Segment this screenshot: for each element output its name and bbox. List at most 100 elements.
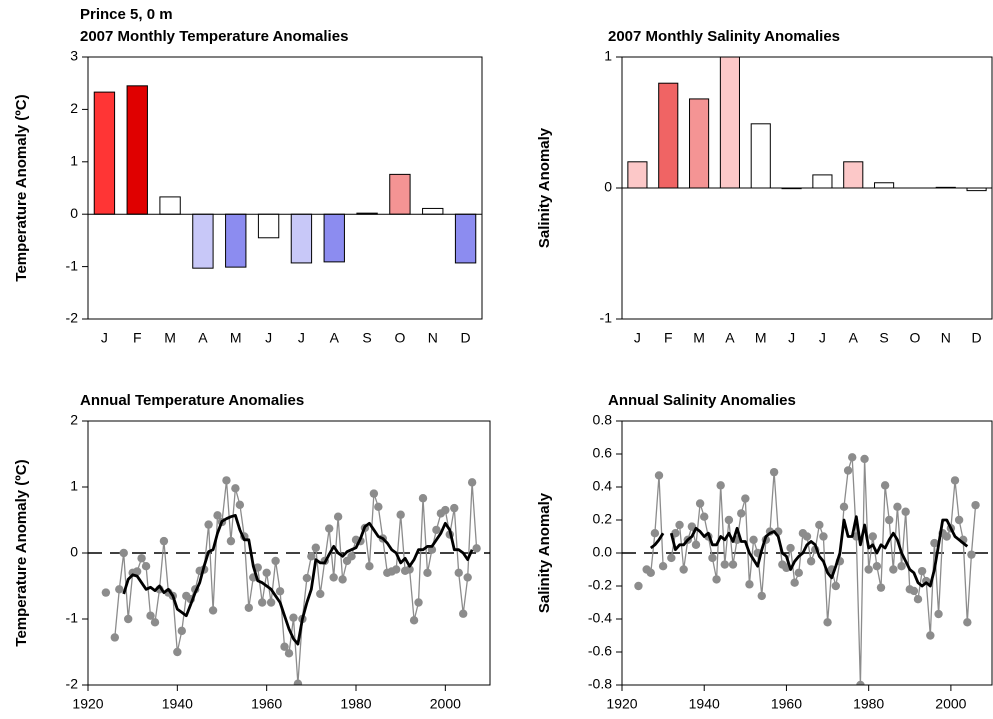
y-tick-label: 1	[604, 48, 612, 64]
y-tick-label: -0.6	[588, 643, 612, 659]
plot-frame	[621, 420, 993, 686]
panel: Annual Salinity Anomalies Salinity Anomal…	[536, 392, 993, 712]
data-point	[333, 512, 343, 521]
data-point	[231, 484, 240, 493]
data-point	[880, 481, 890, 490]
bar	[719, 57, 740, 189]
plot-frame	[87, 56, 483, 320]
x-tick-label: J	[788, 330, 795, 346]
data-point	[658, 562, 668, 571]
x-tick-label: 2000	[430, 696, 461, 712]
chart-title: 2007 Monthly Temperature Anomalies	[80, 28, 348, 45]
bar	[627, 161, 648, 189]
data-point	[831, 581, 840, 591]
data-point	[708, 553, 717, 563]
running-mean-line	[122, 514, 474, 646]
y-tick-label: 0	[70, 544, 78, 560]
x-tick-label: N	[428, 330, 438, 346]
y-tick-label: 1	[70, 478, 78, 494]
x-tick-label: 1920	[72, 696, 103, 712]
data-point	[741, 494, 750, 503]
y-tick-label: 0.4	[593, 478, 613, 494]
y-tick-label: 0	[70, 205, 78, 221]
chart-title: Annual Temperature Anomalies	[80, 392, 304, 409]
y-tick-label: 2	[70, 100, 78, 116]
data-point	[392, 565, 401, 574]
bar	[812, 174, 833, 189]
data-point	[901, 507, 910, 516]
x-tick-label: S	[879, 330, 888, 346]
data-point	[917, 566, 927, 576]
data-point	[954, 515, 964, 525]
x-tick-label: D	[972, 330, 982, 346]
x-tick-label: F	[664, 330, 673, 346]
data-point	[208, 606, 218, 615]
data-point	[848, 453, 857, 462]
bar	[750, 123, 771, 189]
data-point	[338, 575, 347, 584]
data-point	[307, 552, 316, 561]
data-point	[967, 550, 976, 559]
data-point	[794, 568, 803, 577]
data-point	[293, 679, 303, 685]
chart-title: Annual Salinity Anomalies	[608, 392, 796, 409]
data-point	[284, 649, 294, 658]
data-point	[806, 557, 816, 566]
x-tick-label: M	[755, 330, 767, 346]
y-tick-label: 3	[70, 48, 78, 64]
x-tick-label: A	[849, 330, 859, 346]
data-point	[365, 562, 374, 571]
data-point	[213, 511, 222, 520]
x-tick-label: 2000	[935, 696, 966, 712]
data-point	[119, 548, 128, 558]
data-point	[720, 560, 729, 569]
bar	[874, 182, 895, 189]
data-point	[132, 567, 142, 576]
data-point	[815, 520, 824, 530]
data-point	[405, 565, 414, 574]
x-tick-label: O	[394, 330, 405, 346]
panel: Annual Temperature Anomalies Temperature …	[13, 392, 491, 712]
data-point	[302, 573, 312, 583]
plot-area	[622, 453, 992, 685]
data-point	[695, 499, 705, 508]
data-point	[463, 573, 472, 582]
data-point	[942, 532, 951, 541]
data-point	[115, 585, 124, 594]
data-point	[450, 503, 459, 513]
data-point	[687, 522, 697, 531]
plot-area	[622, 57, 992, 192]
data-point	[786, 543, 795, 553]
data-point	[737, 509, 746, 518]
data-point	[369, 489, 379, 498]
data-point	[876, 583, 886, 592]
data-point	[856, 680, 865, 685]
data-point	[441, 505, 450, 515]
data-point	[646, 568, 655, 577]
data-point	[266, 598, 276, 607]
y-tick-label: -2	[66, 676, 79, 692]
data-point	[289, 613, 298, 622]
bar	[225, 213, 247, 268]
y-axis-label: Salinity Anomaly	[536, 492, 553, 613]
bar	[843, 161, 864, 189]
data-point	[971, 500, 980, 510]
plot-frame	[621, 56, 993, 320]
data-point	[864, 565, 873, 574]
data-point	[868, 532, 877, 541]
x-tick-label: A	[330, 330, 340, 346]
data-point	[409, 616, 419, 625]
series-line	[114, 479, 478, 685]
data-point	[679, 565, 688, 574]
data-point	[757, 591, 766, 601]
bar	[454, 213, 477, 264]
panel: 2007 Monthly Salinity Anomalies Salinity …	[536, 28, 993, 346]
data-point	[467, 478, 477, 487]
y-tick-label: -0.2	[588, 577, 612, 593]
data-point	[839, 502, 849, 511]
data-point	[146, 611, 155, 620]
bar	[93, 91, 116, 215]
y-tick-label: 1	[70, 153, 78, 169]
data-point	[634, 581, 643, 591]
data-point	[271, 556, 280, 566]
